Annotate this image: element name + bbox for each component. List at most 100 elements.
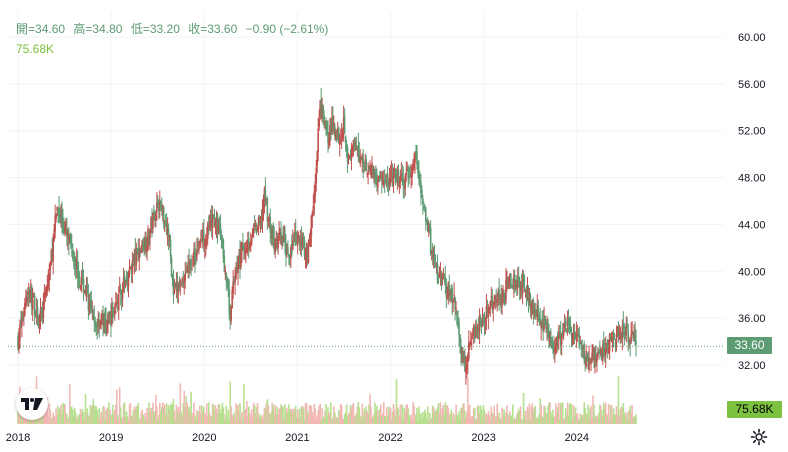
candle-body: [495, 299, 497, 303]
volume-bar: [421, 418, 423, 424]
candle-body: [297, 236, 300, 238]
candle-body: [318, 119, 320, 127]
volume-bar: [562, 418, 565, 424]
volume-bar: [204, 414, 207, 424]
volume-bar: [388, 409, 391, 424]
candle-body: [108, 311, 110, 316]
candle-body: [504, 296, 506, 300]
candle-body: [625, 323, 628, 337]
candle-body: [416, 151, 418, 165]
volume-bar: [514, 418, 517, 424]
volume-bar: [454, 415, 456, 424]
volume-bar: [89, 405, 92, 424]
candle-body: [93, 316, 96, 322]
volume-bar: [104, 419, 106, 424]
candle-body: [242, 245, 244, 249]
time-axis[interactable]: 2018 2019 2020 2021 2022 2023 2024: [6, 432, 589, 444]
candle-body: [567, 319, 570, 326]
volume-bar: [390, 418, 393, 424]
candle-body: [253, 223, 256, 225]
volume-bar: [492, 413, 495, 424]
volume-bar: [405, 404, 408, 424]
candle-body: [216, 213, 219, 234]
volume-bar: [253, 405, 256, 424]
candle-body: [342, 117, 345, 130]
candle-body: [244, 253, 246, 255]
candle-body: [247, 240, 249, 251]
gear-icon[interactable]: [750, 428, 768, 446]
candle-body: [50, 250, 53, 265]
volume-bar: [215, 408, 218, 424]
volume-bar: [339, 404, 342, 424]
volume-bar: [614, 414, 617, 424]
volume-bar: [483, 410, 486, 424]
volume-bar: [162, 407, 165, 424]
volume-bar: [271, 402, 274, 424]
candle-body: [233, 279, 235, 281]
volume-bar: [423, 417, 425, 424]
candle-body: [424, 207, 427, 222]
volume-bar: [580, 414, 583, 424]
candle-body: [279, 229, 281, 234]
volume-bar: [633, 416, 635, 424]
candle-body: [545, 321, 547, 330]
price-axis[interactable]: 32.00 36.00 40.00 44.00 48.00 52.00 56.00 60.00: [738, 32, 766, 372]
volume-bar: [420, 413, 422, 424]
candle-body: [635, 340, 637, 345]
tradingview-logo-icon[interactable]: [16, 388, 48, 420]
candle-body: [488, 309, 491, 312]
candle-body: [291, 240, 294, 251]
volume-bar: [209, 416, 212, 424]
candle-body: [409, 176, 411, 178]
candle-body: [477, 327, 480, 334]
ohlc-legend: 開=34.60 高=34.80 低=33.20 收=33.60 −0.90 (−…: [16, 20, 328, 37]
candle-body: [207, 225, 210, 228]
candle-body: [46, 284, 49, 292]
volume-bar: [325, 403, 327, 424]
volume-bar: [142, 415, 144, 424]
volume-bar: [584, 407, 586, 424]
y-tick-label: 44.00: [738, 219, 766, 231]
tradingview-logo-glyph: [21, 398, 43, 410]
volume-bar: [227, 409, 230, 424]
candle-body: [442, 276, 445, 280]
candle-body: [82, 278, 85, 293]
candle-body: [299, 237, 302, 246]
volume-bar: [63, 403, 65, 424]
volume-bar: [417, 419, 419, 424]
candle-body: [414, 151, 416, 163]
candle-body: [282, 235, 284, 242]
candle-body: [532, 300, 535, 314]
candle-body: [482, 317, 485, 325]
volume-bar: [611, 418, 614, 424]
volume-bar: [100, 411, 102, 424]
candle-body: [398, 181, 401, 186]
volume-bar: [91, 405, 94, 424]
candle-body: [617, 326, 620, 338]
volume-bar: [598, 412, 600, 424]
candle-body: [551, 342, 553, 346]
candle-body: [145, 239, 147, 249]
volume-bar: [378, 415, 380, 424]
volume-bar: [447, 407, 450, 424]
y-tick-label: 48.00: [738, 173, 766, 185]
candle-body: [427, 224, 430, 232]
candle-body: [371, 162, 373, 168]
candle-body: [262, 203, 265, 211]
candle-body: [332, 115, 334, 130]
candle-body: [489, 301, 492, 309]
volume-bar: [503, 409, 505, 424]
candle-body: [438, 271, 441, 278]
candle-body: [544, 315, 546, 325]
volume-bar: [53, 415, 55, 424]
volume-bar: [333, 406, 335, 424]
candle-body: [98, 320, 100, 327]
candle-body: [614, 342, 617, 345]
candle-body: [527, 290, 530, 305]
volume-bar: [70, 406, 73, 424]
volume-bar: [198, 413, 200, 424]
volume-bar: [92, 399, 95, 424]
volume-bar: [146, 407, 148, 424]
